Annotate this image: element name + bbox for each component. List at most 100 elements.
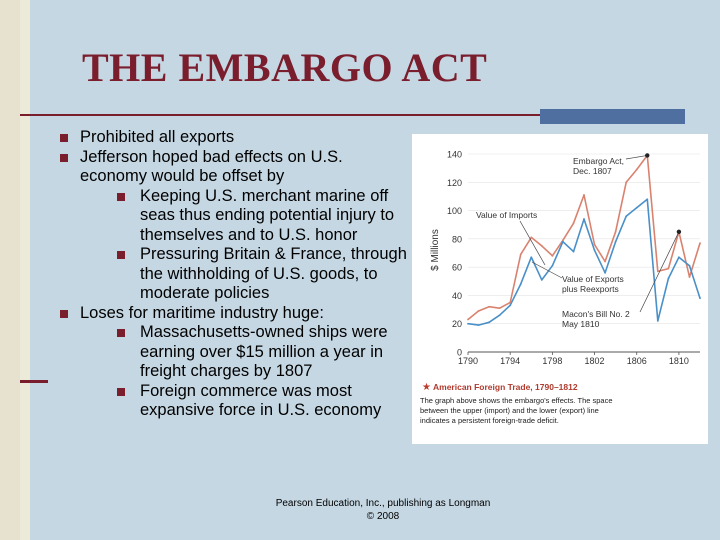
title-accent-bar	[540, 109, 685, 124]
imports-line-point	[498, 307, 501, 310]
imports-line-point	[614, 230, 617, 233]
footer: Pearson Education, Inc., publishing as L…	[255, 497, 511, 523]
bullet-item: Jefferson hoped bad effects on U.S. econ…	[58, 148, 410, 187]
imports-line-point	[562, 239, 564, 242]
exports-line-point	[593, 249, 596, 252]
left-accent-strip	[0, 0, 20, 540]
annotation-leader	[639, 231, 680, 313]
exports-line-point	[519, 283, 522, 286]
imports-line-point	[656, 270, 659, 273]
bullet-marker	[60, 134, 68, 142]
bullet-marker	[117, 251, 125, 259]
exports-line-point	[656, 319, 659, 322]
imports-line-point	[488, 305, 490, 308]
imports-line	[467, 154, 701, 321]
imports-line-point	[551, 254, 554, 257]
imports-line-point	[572, 222, 575, 225]
bullet-text: Loses for maritime industry huge:	[80, 303, 324, 322]
footer-publisher: Pearson Education, Inc., publishing as L…	[275, 498, 491, 509]
y-axis-label: $ Millions	[430, 229, 441, 271]
chart-caption: The graph above shows the embargo's effe…	[420, 396, 613, 425]
imports-line-point	[467, 318, 469, 321]
bullet-marker	[60, 309, 68, 318]
embargo-marker	[645, 153, 650, 158]
imports-line-point	[477, 310, 480, 312]
y-tick-label: 100	[447, 206, 462, 216]
exports-line-point	[604, 271, 606, 274]
bullet-text: Pressuring Britain & France, through the…	[140, 245, 407, 302]
bullet-marker	[117, 192, 125, 201]
y-tick-label: 140	[447, 150, 462, 160]
imports-line-point	[699, 242, 701, 244]
exports-line-point	[498, 314, 501, 317]
exports-line-point	[551, 264, 554, 267]
y-tick-label: 0	[457, 348, 462, 358]
embargo-annotation: Embargo Act,	[573, 156, 624, 166]
exports-line-point	[562, 240, 564, 243]
imports-line-point	[667, 267, 670, 270]
exports-line-point	[614, 240, 617, 243]
imports-line-point	[604, 260, 606, 263]
exports-line-point	[572, 250, 575, 253]
macon-annotation: Macon's Bill No. 2	[562, 309, 630, 319]
exports-line-point	[477, 324, 480, 327]
exports-line-point	[678, 256, 680, 259]
imports-line-point	[688, 276, 691, 278]
y-tick-label: 40	[452, 291, 462, 301]
imports-line-point	[583, 194, 585, 196]
imports-line-point	[509, 301, 512, 304]
x-tick-label: 1810	[669, 356, 689, 366]
embargo-annotation: Dec. 1807	[573, 166, 612, 176]
bullet-text: Jefferson hoped bad effects on U.S. econ…	[80, 147, 343, 186]
side-accent-line	[20, 380, 48, 383]
exports-line-point	[467, 322, 469, 325]
annotation-leader	[519, 220, 546, 266]
x-tick-label: 1790	[458, 356, 478, 366]
macon-annotation: May 1810	[562, 319, 600, 329]
bullet-marker	[60, 153, 68, 162]
bullet-item: Prohibited all exports	[58, 128, 410, 148]
sub-bullet-item: Pressuring Britain & France, through the…	[58, 245, 410, 304]
x-tick-label: 1798	[542, 356, 562, 366]
bullet-marker	[117, 387, 125, 396]
macon-marker	[676, 229, 682, 234]
annotation-leader	[625, 155, 648, 160]
exports-line-point	[625, 215, 628, 218]
imports-line-point	[530, 236, 533, 239]
exports-line-point	[530, 256, 533, 259]
exports-line-point	[509, 304, 512, 307]
exports-line-point	[540, 278, 543, 281]
bullet-item: Loses for maritime industry huge:	[58, 304, 410, 324]
chart-title: American Foreign Trade, 1790–1812	[433, 382, 578, 392]
sub-bullet-item: Massachusetts-owned ships were earning o…	[58, 323, 410, 382]
imports-line-point	[625, 181, 628, 184]
y-tick-label: 120	[447, 178, 462, 188]
exports-line-point	[667, 277, 670, 280]
y-tick-label: 60	[452, 263, 462, 273]
imports-line-point	[593, 243, 596, 246]
exports-line-point	[699, 297, 701, 300]
annotation-leader	[531, 261, 563, 279]
exports-line-point	[688, 264, 691, 267]
imports-line-point	[540, 245, 543, 247]
sub-bullet-item: Keeping U.S. merchant marine off seas th…	[58, 187, 410, 246]
bullet-list: Prohibited all exports Jefferson hoped b…	[58, 128, 410, 421]
bullet-text: Massachusetts-owned ships were earning o…	[140, 323, 388, 380]
imports-series-label: Value of Imports	[476, 210, 537, 220]
bullet-text: Keeping U.S. merchant marine off seas th…	[140, 186, 395, 244]
y-tick-label: 80	[452, 234, 462, 244]
chart-panel: $ Millions 0 20 40 60 80 100 120 140 1790 1794 17…	[412, 134, 708, 444]
title-underline	[20, 114, 540, 116]
imports-line-point	[519, 253, 522, 256]
trade-chart: $ Millions 0 20 40 60 80 100 120 140 1790 1794 17…	[422, 150, 701, 393]
sub-bullet-item: Foreign commerce was most expansive forc…	[58, 382, 410, 421]
y-tick-label: 20	[452, 319, 462, 329]
x-tick-label: 1802	[585, 356, 605, 366]
bullet-text: Foreign commerce was most expansive forc…	[140, 381, 382, 420]
x-tick-label: 1794	[500, 356, 520, 366]
x-tick-label: 1806	[627, 356, 647, 366]
slide-title: THE EMBARGO ACT	[82, 45, 488, 90]
exports-series-label: Value of Exports	[562, 274, 624, 284]
left-accent-strip-light	[20, 0, 30, 540]
exports-line-point	[488, 321, 490, 324]
